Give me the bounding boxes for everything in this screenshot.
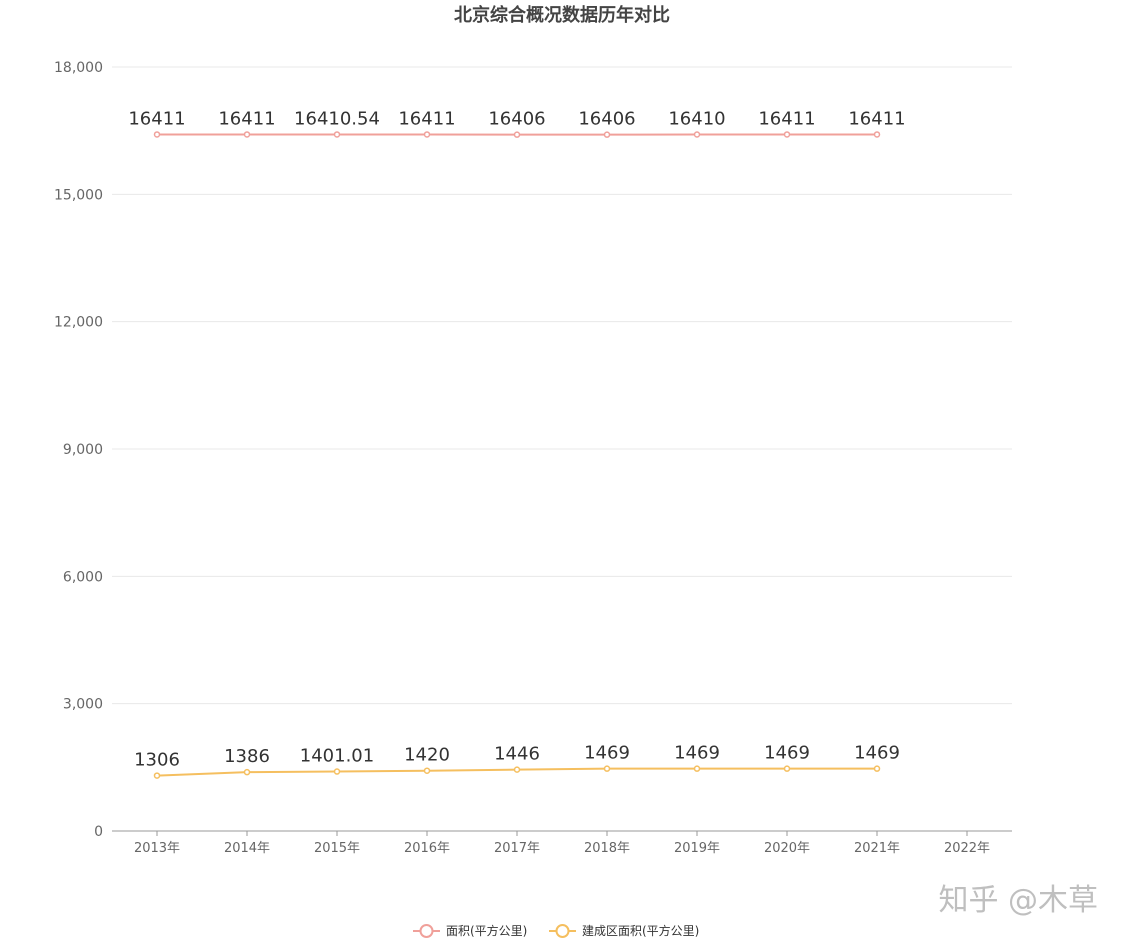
y-tick-label: 6,000 <box>63 569 103 585</box>
data-point[interactable] <box>873 765 881 772</box>
x-tick-label: 2022年 <box>944 841 990 856</box>
data-label: 16410 <box>668 108 725 129</box>
y-tick-label: 12,000 <box>54 315 103 331</box>
grid-lines <box>112 66 1012 705</box>
legend-label: 建成区面积(平方公里) <box>582 923 699 938</box>
data-label: 1469 <box>854 743 900 764</box>
x-tick-label: 2018年 <box>584 841 630 856</box>
x-tick-label: 2015年 <box>314 841 360 856</box>
y-tick-label: 0 <box>94 824 103 840</box>
data-point[interactable] <box>333 131 341 138</box>
data-point[interactable] <box>423 131 431 138</box>
series-2: 1306 1386 1401.01 1420 1446 1469 1469 1469 1469 <box>134 743 900 779</box>
x-tick-label: 2014年 <box>224 841 270 856</box>
data-point[interactable] <box>423 767 431 774</box>
x-tick-label: 2017年 <box>494 841 540 856</box>
series-group: 16411 16411 16410.54 16411 16406 16406 16410 16… <box>128 108 906 779</box>
y-tick-label: 9,000 <box>63 442 103 458</box>
x-tick-label: 2020年 <box>764 841 810 856</box>
data-label: 1469 <box>584 743 630 764</box>
series-1: 16411 16411 16410.54 16411 16406 16406 16410 16… <box>128 108 906 138</box>
data-point[interactable] <box>513 766 521 773</box>
data-point[interactable] <box>693 131 701 138</box>
chart-title: 北京综合概况数据历年对比 <box>454 4 670 26</box>
legend-label: 面积(平方公里) <box>446 923 527 938</box>
y-tick-label: 18,000 <box>54 60 103 76</box>
data-label: 16406 <box>488 109 545 130</box>
data-label: 16411 <box>128 108 185 129</box>
x-tick-label: 2019年 <box>674 841 720 856</box>
legend-item[interactable]: 建成区面积(平方公里) <box>549 923 699 938</box>
data-point[interactable] <box>243 768 251 776</box>
data-label: 1401.01 <box>300 746 374 767</box>
y-tick-label: 3,000 <box>63 697 103 713</box>
data-point[interactable] <box>153 131 161 138</box>
data-label: 16410.54 <box>294 108 380 129</box>
legend-marker <box>419 924 434 938</box>
legend[interactable]: 面积(平方公里) 建成区面积(平方公里) <box>413 923 699 938</box>
data-point[interactable] <box>783 765 791 772</box>
data-point[interactable] <box>873 131 881 138</box>
data-label: 16411 <box>758 108 815 129</box>
data-label: 1469 <box>764 743 810 764</box>
data-label: 1386 <box>224 746 270 767</box>
data-point[interactable] <box>153 772 161 779</box>
data-label: 1306 <box>134 750 180 771</box>
x-tick-label: 2013年 <box>134 841 180 856</box>
data-label: 1446 <box>494 744 540 765</box>
data-label: 16411 <box>848 108 905 129</box>
y-tick-label: 15,000 <box>54 187 103 203</box>
legend-marker <box>555 924 570 938</box>
data-point[interactable] <box>603 765 611 772</box>
data-point[interactable] <box>513 131 521 138</box>
watermark: 知乎 @木草 <box>938 883 1098 918</box>
data-label: 1420 <box>404 745 450 766</box>
data-label: 1469 <box>674 743 720 764</box>
x-tick-label: 2016年 <box>404 841 450 856</box>
data-label: 16406 <box>578 109 635 130</box>
x-tick-label: 2021年 <box>854 841 900 856</box>
data-point[interactable] <box>603 131 611 138</box>
legend-item[interactable]: 面积(平方公里) <box>413 923 527 938</box>
data-label: 16411 <box>218 108 275 129</box>
data-label: 16411 <box>398 108 455 129</box>
data-point[interactable] <box>693 765 701 772</box>
data-point[interactable] <box>333 768 341 775</box>
x-axis: 2013年 2014年 2015年 2016年 2017年 2018年 2019年 2020年… <box>112 830 1012 856</box>
y-axis: 0 3,000 6,000 9,000 12,000 15,000 18,000 <box>54 60 103 840</box>
data-point[interactable] <box>243 131 251 138</box>
data-point[interactable] <box>783 131 791 138</box>
